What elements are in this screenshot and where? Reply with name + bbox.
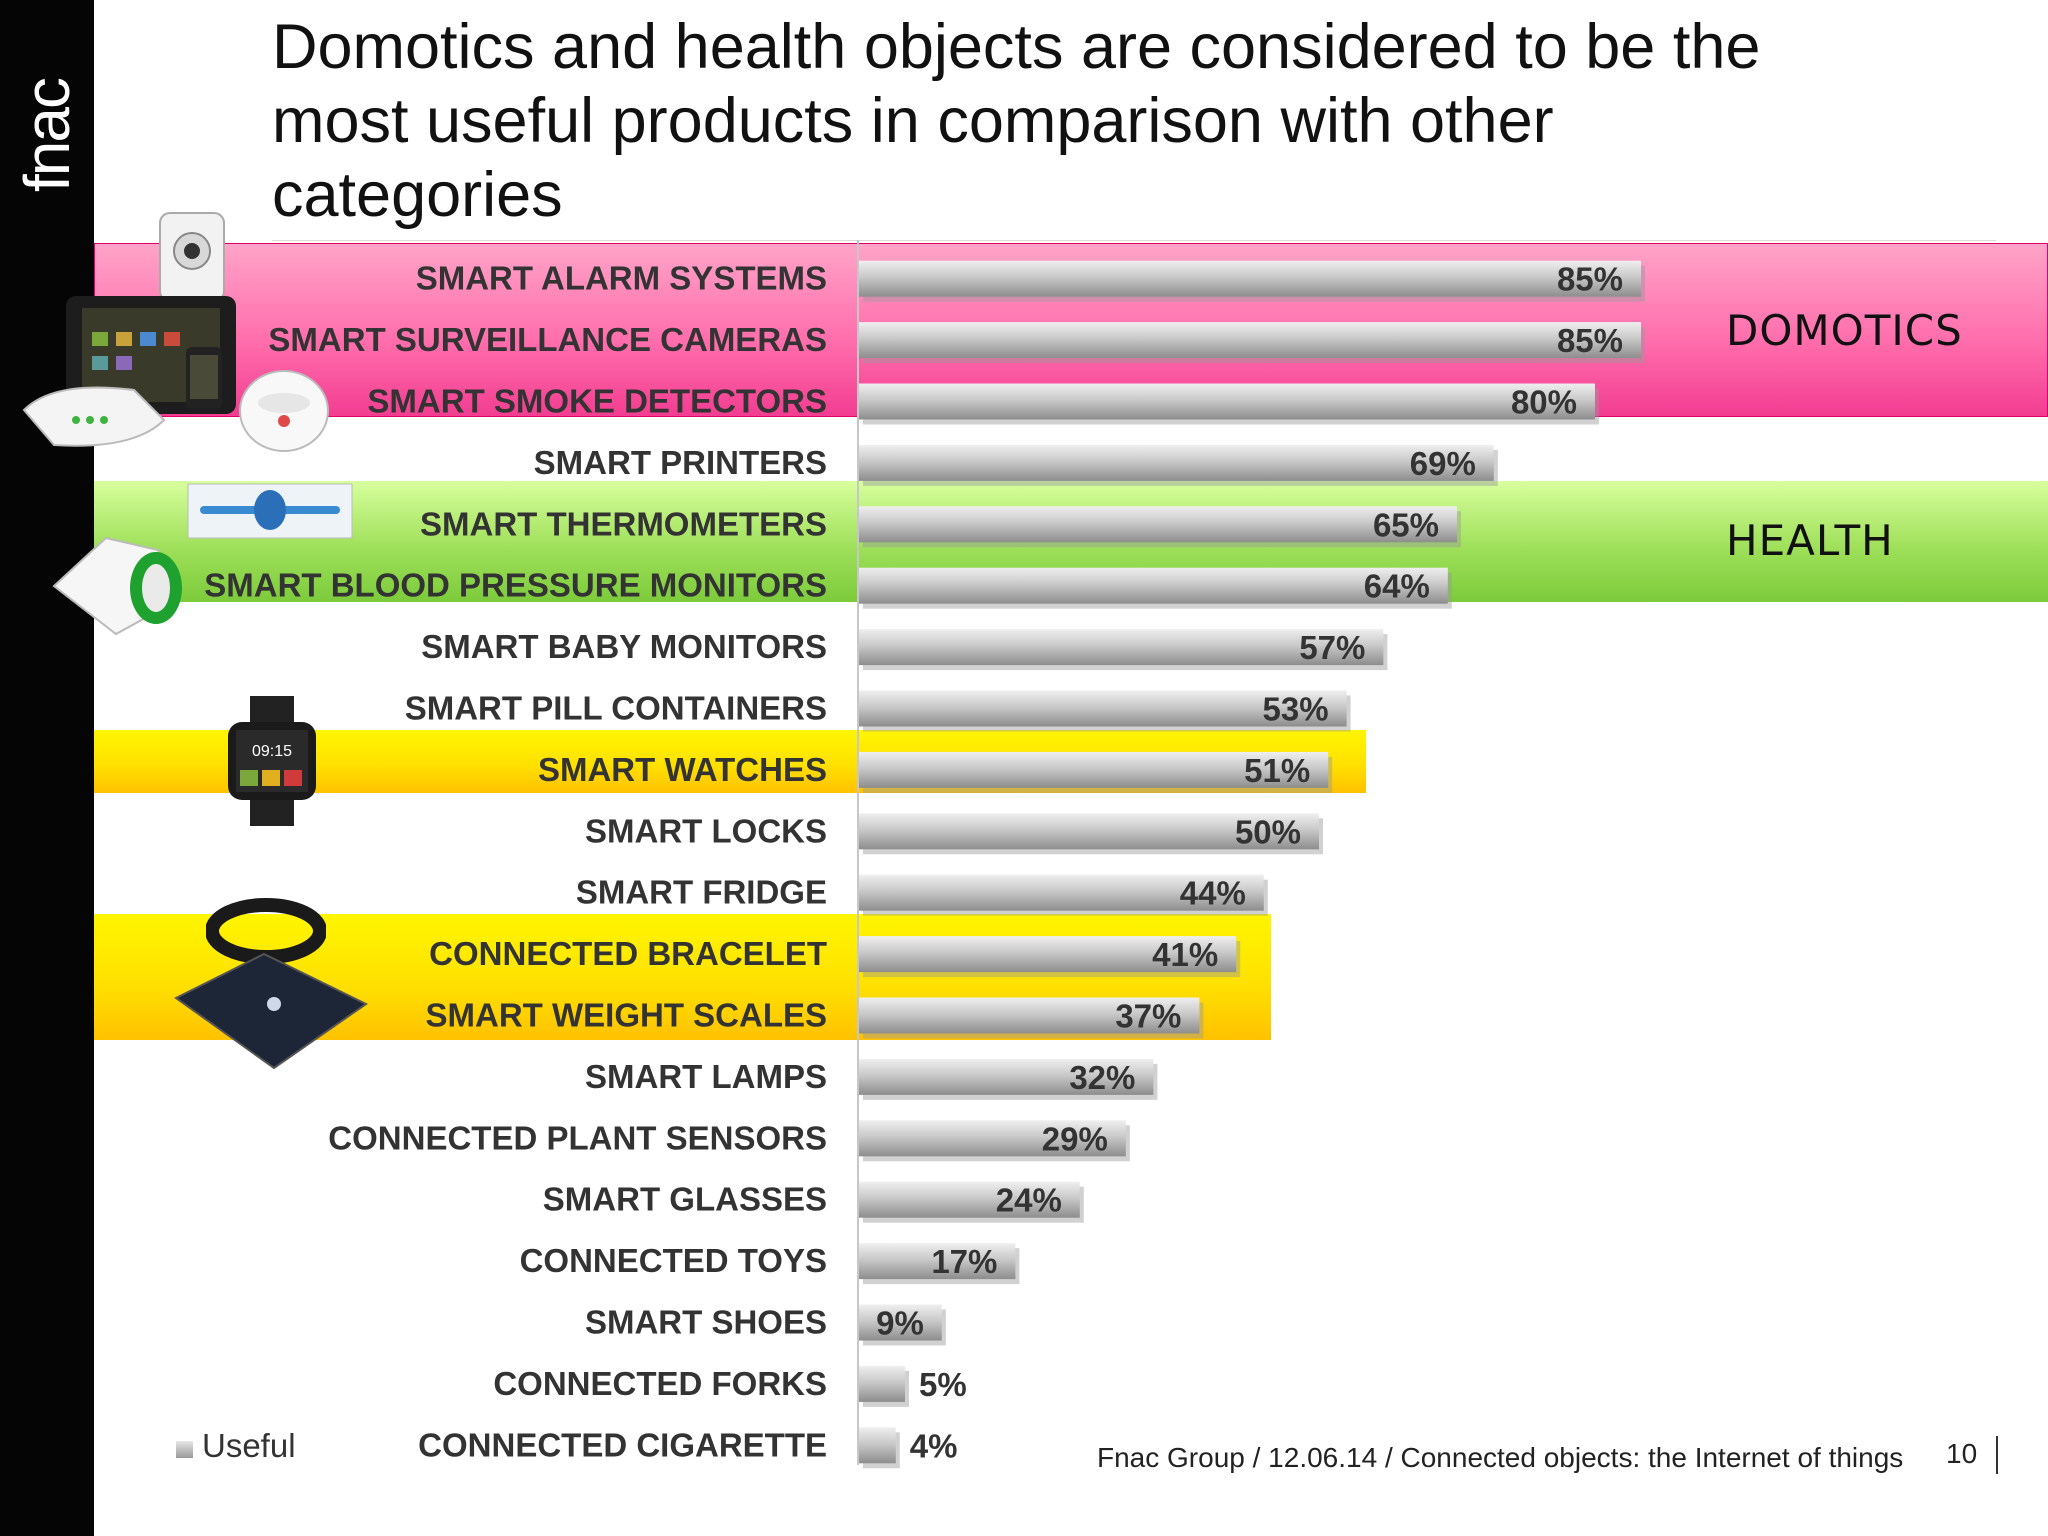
sidebar-strip xyxy=(0,0,94,1536)
smoke-detector-icon xyxy=(239,370,329,452)
bar xyxy=(859,751,1329,788)
category-label: SMART GLASSES xyxy=(543,1181,827,1218)
value-label: 24% xyxy=(996,1182,1062,1219)
category-label: SMART LOCKS xyxy=(585,812,827,849)
category-label: CONNECTED TOYS xyxy=(520,1242,827,1279)
value-label: 65% xyxy=(1373,506,1439,543)
category-label: CONNECTED FORKS xyxy=(493,1365,827,1402)
value-label: 17% xyxy=(931,1243,997,1280)
bar xyxy=(859,1427,896,1464)
bar xyxy=(859,690,1347,727)
domotics-category-label: DOMOTICS xyxy=(1726,306,1963,355)
category-label: SMART WEIGHT SCALES xyxy=(426,997,828,1034)
category-label: SMART BLOOD PRESSURE MONITORS xyxy=(204,567,827,604)
value-label: 51% xyxy=(1244,752,1310,789)
category-label: SMART PILL CONTAINERS xyxy=(405,690,827,727)
category-label: SMART ALARM SYSTEMS xyxy=(416,260,827,297)
category-label: SMART WATCHES xyxy=(538,751,827,788)
bar xyxy=(859,383,1595,420)
bar xyxy=(859,1058,1154,1095)
legend-label: Useful xyxy=(202,1427,296,1464)
value-label: 50% xyxy=(1235,813,1301,850)
category-label: CONNECTED BRACELET xyxy=(429,935,827,972)
smartwatch-icon: 09:15 xyxy=(228,696,316,826)
bar xyxy=(859,444,1494,481)
value-label: 85% xyxy=(1557,322,1623,359)
category-label: CONNECTED PLANT SENSORS xyxy=(328,1119,827,1156)
category-label: SMART BABY MONITORS xyxy=(421,628,827,665)
bar xyxy=(859,629,1384,666)
health-category-label: HEALTH xyxy=(1726,516,1894,565)
thermometer-icon xyxy=(187,483,353,539)
weight-scale-icon xyxy=(174,952,368,1070)
value-label: 64% xyxy=(1364,568,1430,605)
router-icon xyxy=(22,386,166,447)
bar xyxy=(859,874,1264,911)
category-label: SMART SHOES xyxy=(585,1304,827,1341)
value-label: 4% xyxy=(910,1427,958,1464)
page-number: 10 xyxy=(1946,1438,1978,1469)
value-label: 57% xyxy=(1299,629,1365,666)
value-label: 32% xyxy=(1069,1059,1135,1096)
value-label: 44% xyxy=(1180,875,1246,912)
slide-title: Domotics and health objects are consider… xyxy=(272,12,1761,230)
bar xyxy=(859,813,1319,850)
value-label: 37% xyxy=(1115,998,1181,1035)
bar xyxy=(859,1181,1080,1218)
title-divider xyxy=(272,240,1996,241)
value-label: 53% xyxy=(1263,691,1329,728)
phone-icon xyxy=(186,347,222,409)
bar xyxy=(859,260,1641,297)
bar xyxy=(859,997,1200,1034)
value-label: 85% xyxy=(1557,261,1623,298)
bar xyxy=(859,506,1457,543)
value-label: 29% xyxy=(1042,1120,1108,1157)
category-label: SMART THERMOMETERS xyxy=(420,505,827,542)
value-label: 9% xyxy=(876,1305,924,1342)
bar xyxy=(859,1243,1016,1280)
category-label: SMART FRIDGE xyxy=(576,874,827,911)
chart-axis xyxy=(857,240,859,1465)
category-label: SMART LAMPS xyxy=(585,1058,827,1095)
bar xyxy=(859,322,1641,359)
bar xyxy=(859,1120,1126,1157)
legend-swatch xyxy=(176,1441,193,1458)
page-number-divider xyxy=(1996,1436,1998,1474)
value-label: 41% xyxy=(1152,936,1218,973)
category-label: SMART PRINTERS xyxy=(534,444,827,481)
category-label: SMART SMOKE DETECTORS xyxy=(367,383,827,420)
value-label: 69% xyxy=(1410,445,1476,482)
category-label: SMART SURVEILLANCE CAMERAS xyxy=(268,321,827,358)
category-label: CONNECTED CIGARETTE xyxy=(418,1426,827,1463)
bar xyxy=(859,567,1448,604)
value-label: 80% xyxy=(1511,384,1577,421)
bar xyxy=(859,1304,942,1341)
svg-text:09:15: 09:15 xyxy=(252,743,292,760)
blood-pressure-monitor-icon xyxy=(52,536,182,636)
value-label: 5% xyxy=(919,1366,967,1403)
bar xyxy=(859,936,1237,973)
bar xyxy=(859,1365,905,1402)
footer-source: Fnac Group / 12.06.14 / Connected object… xyxy=(1097,1442,1904,1473)
